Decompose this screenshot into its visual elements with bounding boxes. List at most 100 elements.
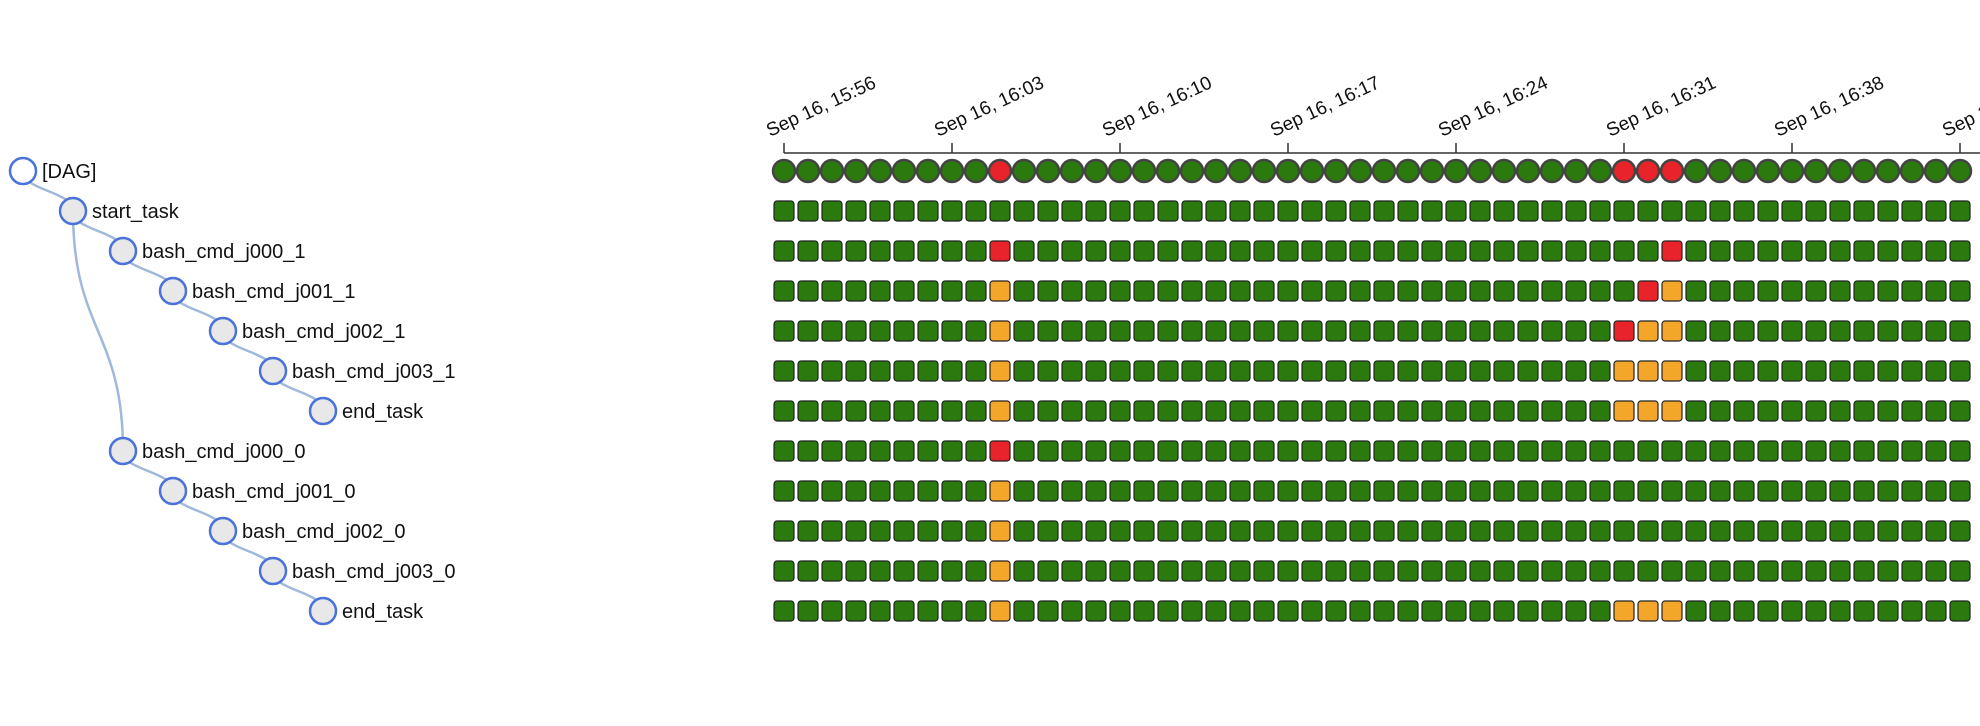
task-instance-success[interactable] bbox=[1109, 280, 1131, 302]
task-instance-success[interactable] bbox=[797, 200, 819, 222]
dag-run-failed[interactable] bbox=[1611, 158, 1637, 184]
task-instance-success[interactable] bbox=[1109, 240, 1131, 262]
task-instance-success[interactable] bbox=[869, 400, 891, 422]
task-instance-success[interactable] bbox=[1925, 440, 1947, 462]
task-instance-success[interactable] bbox=[1061, 400, 1083, 422]
task-instance-success[interactable] bbox=[1709, 400, 1731, 422]
task-instance-success[interactable] bbox=[1853, 480, 1875, 502]
task-instance-success[interactable] bbox=[941, 240, 963, 262]
dag-run-success[interactable] bbox=[1947, 158, 1973, 184]
dag-run-success[interactable] bbox=[939, 158, 965, 184]
dag-run-success[interactable] bbox=[1707, 158, 1733, 184]
task-instance-success[interactable] bbox=[1685, 360, 1707, 382]
task-instance-success[interactable] bbox=[1325, 200, 1347, 222]
task-instance-success[interactable] bbox=[1589, 520, 1611, 542]
task-instance-success[interactable] bbox=[1325, 600, 1347, 622]
task-instance-success[interactable] bbox=[941, 400, 963, 422]
task-instance-success[interactable] bbox=[1853, 240, 1875, 262]
task-instance-success[interactable] bbox=[1541, 320, 1563, 342]
task-instance-success[interactable] bbox=[1541, 240, 1563, 262]
task-instance-success[interactable] bbox=[1877, 600, 1899, 622]
task-instance-success[interactable] bbox=[845, 440, 867, 462]
task-instance-success[interactable] bbox=[773, 320, 795, 342]
task-instance-success[interactable] bbox=[845, 480, 867, 502]
task-instance-success[interactable] bbox=[1781, 600, 1803, 622]
task-instance-success[interactable] bbox=[1925, 400, 1947, 422]
task-instance-success[interactable] bbox=[845, 560, 867, 582]
dag-run-success[interactable] bbox=[1371, 158, 1397, 184]
dag-run-success[interactable] bbox=[1587, 158, 1613, 184]
task-instance-success[interactable] bbox=[1781, 280, 1803, 302]
task-instance-success[interactable] bbox=[1805, 360, 1827, 382]
task-instance-success[interactable] bbox=[1517, 280, 1539, 302]
task-instance-success[interactable] bbox=[1877, 440, 1899, 462]
task-instance-success[interactable] bbox=[1589, 200, 1611, 222]
task-instance-success[interactable] bbox=[1493, 600, 1515, 622]
task-instance-success[interactable] bbox=[1037, 480, 1059, 502]
task-instance-success[interactable] bbox=[1877, 360, 1899, 382]
dag-run-success[interactable] bbox=[867, 158, 893, 184]
task-instance-success[interactable] bbox=[1757, 520, 1779, 542]
task-instance-success[interactable] bbox=[845, 280, 867, 302]
task-instance-success[interactable] bbox=[1853, 320, 1875, 342]
task-instance-success[interactable] bbox=[1493, 320, 1515, 342]
task-instance-success[interactable] bbox=[1565, 360, 1587, 382]
task-instance-success[interactable] bbox=[989, 200, 1011, 222]
task-instance-success[interactable] bbox=[1349, 400, 1371, 422]
task-instance-success[interactable] bbox=[1517, 600, 1539, 622]
task-instance-success[interactable] bbox=[1085, 560, 1107, 582]
task-instance-success[interactable] bbox=[1853, 440, 1875, 462]
task-instance-success[interactable] bbox=[1253, 440, 1275, 462]
task-instance-success[interactable] bbox=[1037, 280, 1059, 302]
task-instance-success[interactable] bbox=[1901, 320, 1923, 342]
task-instance-success[interactable] bbox=[1325, 240, 1347, 262]
task-instance-success[interactable] bbox=[941, 320, 963, 342]
dag-run-success[interactable] bbox=[1347, 158, 1373, 184]
task-instance-success[interactable] bbox=[893, 400, 915, 422]
task-instance-success[interactable] bbox=[1493, 520, 1515, 542]
task-instance-success[interactable] bbox=[797, 520, 819, 542]
task-instance-success[interactable] bbox=[965, 200, 987, 222]
task-instance-success[interactable] bbox=[1157, 600, 1179, 622]
task-instance-success[interactable] bbox=[1301, 360, 1323, 382]
task-instance-success[interactable] bbox=[1229, 280, 1251, 302]
dag-run-success[interactable] bbox=[1443, 158, 1469, 184]
task-instance-success[interactable] bbox=[773, 240, 795, 262]
task-instance-success[interactable] bbox=[1757, 240, 1779, 262]
task-instance-success[interactable] bbox=[1349, 560, 1371, 582]
dag-run-success[interactable] bbox=[1323, 158, 1349, 184]
task-instance-success[interactable] bbox=[965, 240, 987, 262]
task-instance-success[interactable] bbox=[1589, 560, 1611, 582]
task-node[interactable]: bash_cmd_j002_0 bbox=[208, 516, 405, 546]
task-instance-success[interactable] bbox=[1373, 360, 1395, 382]
task-instance-success[interactable] bbox=[797, 480, 819, 502]
task-instance-success[interactable] bbox=[1061, 440, 1083, 462]
task-instance-success[interactable] bbox=[941, 600, 963, 622]
task-instance-upstream_failed[interactable] bbox=[1637, 360, 1659, 382]
task-instance-success[interactable] bbox=[1565, 400, 1587, 422]
task-node[interactable]: bash_cmd_j001_0 bbox=[158, 476, 355, 506]
task-instance-success[interactable] bbox=[1901, 240, 1923, 262]
task-instance-success[interactable] bbox=[1301, 440, 1323, 462]
task-instance-success[interactable] bbox=[1829, 560, 1851, 582]
task-instance-success[interactable] bbox=[1037, 520, 1059, 542]
task-instance-success[interactable] bbox=[893, 520, 915, 542]
task-instance-success[interactable] bbox=[1061, 560, 1083, 582]
task-instance-success[interactable] bbox=[1277, 320, 1299, 342]
task-instance-success[interactable] bbox=[1277, 400, 1299, 422]
task-instance-success[interactable] bbox=[821, 200, 843, 222]
task-instance-success[interactable] bbox=[1781, 560, 1803, 582]
task-instance-success[interactable] bbox=[941, 200, 963, 222]
task-instance-success[interactable] bbox=[1565, 480, 1587, 502]
task-instance-success[interactable] bbox=[1133, 320, 1155, 342]
task-instance-success[interactable] bbox=[1829, 520, 1851, 542]
task-instance-success[interactable] bbox=[1661, 520, 1683, 542]
task-instance-success[interactable] bbox=[1229, 320, 1251, 342]
task-instance-upstream_failed[interactable] bbox=[1637, 400, 1659, 422]
task-instance-success[interactable] bbox=[1781, 520, 1803, 542]
task-instance-success[interactable] bbox=[1061, 520, 1083, 542]
task-instance-success[interactable] bbox=[1253, 600, 1275, 622]
task-instance-success[interactable] bbox=[1277, 200, 1299, 222]
task-instance-success[interactable] bbox=[917, 480, 939, 502]
task-instance-success[interactable] bbox=[1061, 360, 1083, 382]
